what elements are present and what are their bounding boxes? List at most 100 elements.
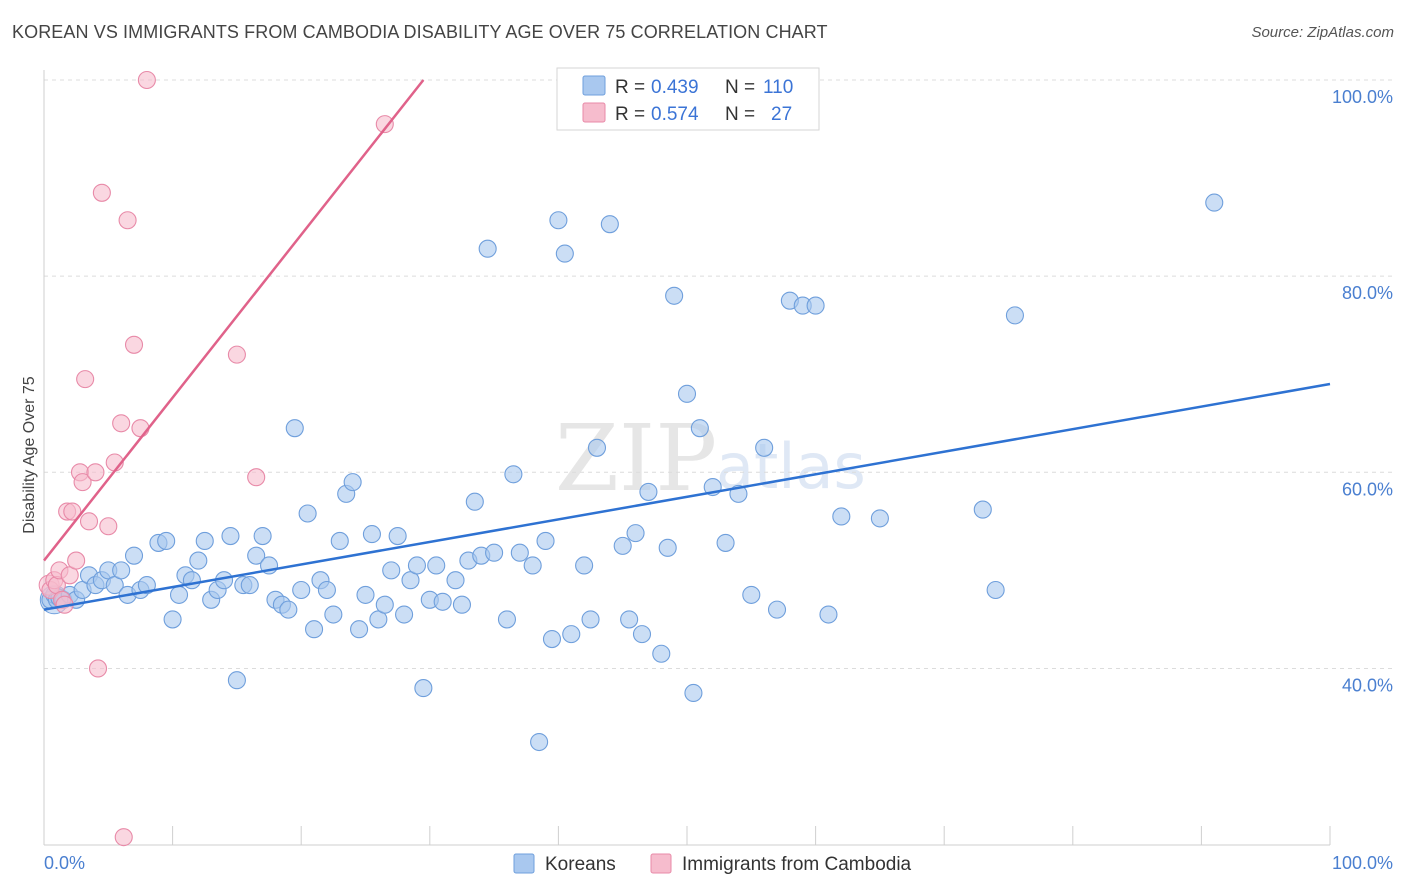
data-point-koreans <box>497 610 517 629</box>
data-point-koreans <box>414 679 433 698</box>
data-point-koreans <box>227 671 246 690</box>
data-point-cambodia <box>76 370 95 389</box>
data-point-koreans <box>452 595 472 614</box>
bottom-legend-swatch-cambodia <box>650 853 672 874</box>
data-point-cambodia <box>131 419 150 438</box>
legend-swatch-koreans <box>582 75 606 96</box>
data-point-cambodia <box>67 551 86 570</box>
data-point-koreans <box>350 620 369 639</box>
data-point-cambodia <box>118 211 137 230</box>
data-point-koreans <box>305 620 324 639</box>
legend-r-label-2: R = <box>615 104 645 125</box>
data-point-cambodia <box>88 659 108 678</box>
data-point-koreans <box>639 482 658 501</box>
y-axis-label: Disability Age Over 75 <box>21 376 38 534</box>
data-point-koreans <box>1005 306 1024 325</box>
data-point-koreans <box>620 610 639 629</box>
data-point-koreans <box>240 576 259 595</box>
data-point-koreans <box>112 561 131 580</box>
data-point-koreans <box>632 625 652 644</box>
data-point-koreans <box>169 585 189 604</box>
x-tick-label-max: 100.0% <box>1332 853 1393 873</box>
data-point-koreans <box>986 580 1005 600</box>
data-point-koreans <box>317 580 336 600</box>
legend-n-value-2: 27 <box>771 104 792 125</box>
data-point-cambodia <box>79 512 99 531</box>
data-point-koreans <box>510 543 529 562</box>
data-point-koreans <box>575 556 594 575</box>
data-point-koreans <box>870 509 889 528</box>
trend-lines <box>43 79 1331 611</box>
data-point-koreans <box>182 571 201 590</box>
source-credit: Source: ZipAtlas.com <box>1251 24 1394 41</box>
data-point-koreans <box>478 239 497 258</box>
data-point-cambodia <box>112 414 131 433</box>
data-point-koreans <box>279 600 298 619</box>
data-point-koreans <box>157 531 176 551</box>
data-point-koreans <box>465 492 484 511</box>
data-point-koreans <box>973 500 992 519</box>
data-point-koreans <box>555 244 574 263</box>
bottom-legend-cambodia: Immigrants from Cambodia <box>682 854 912 875</box>
chart-title: KOREAN VS IMMIGRANTS FROM CAMBODIA DISAB… <box>12 22 828 42</box>
trendline-koreans <box>43 382 1331 611</box>
legend-r-value-2: 0.574 <box>651 104 699 125</box>
data-point-koreans <box>195 531 214 551</box>
data-point-koreans <box>665 286 684 305</box>
data-point-koreans <box>523 556 542 575</box>
data-point-koreans <box>504 465 523 484</box>
data-point-koreans <box>587 438 607 457</box>
data-point-cambodia <box>375 115 394 134</box>
data-point-koreans <box>137 576 156 595</box>
data-point-koreans <box>343 473 362 492</box>
data-point-cambodia <box>99 517 118 536</box>
data-point-koreans <box>562 625 581 644</box>
data-point-koreans <box>221 527 240 546</box>
legend-n-value-1: 110 <box>763 77 793 98</box>
data-point-koreans <box>1205 193 1224 212</box>
data-point-koreans <box>330 531 349 551</box>
data-point-koreans <box>677 384 697 403</box>
data-point-koreans <box>767 600 787 619</box>
y-tick-labels: 40.0% 60.0% 80.0% 100.0% <box>1332 87 1393 695</box>
data-point-koreans <box>536 531 555 551</box>
data-point-koreans <box>433 592 452 611</box>
data-point-koreans <box>356 585 375 604</box>
watermark: ZIP atlas <box>555 405 866 512</box>
data-point-koreans <box>819 605 838 624</box>
data-point-koreans <box>832 507 851 526</box>
y-tick-label: 80.0% <box>1342 283 1393 303</box>
data-point-koreans <box>253 527 272 546</box>
legend-r-value-1: 0.439 <box>651 77 699 98</box>
data-point-koreans <box>285 419 304 438</box>
data-point-koreans <box>388 527 407 546</box>
x-tick-label-min: 0.0% <box>44 853 85 873</box>
data-point-koreans <box>298 504 317 523</box>
legend-n-label-2: N = <box>725 104 755 125</box>
data-point-cambodia <box>247 468 266 487</box>
data-point-koreans <box>530 732 549 752</box>
watermark-zip: ZIP <box>555 405 717 512</box>
data-point-cambodia <box>73 473 92 492</box>
data-point-koreans <box>652 644 671 663</box>
data-point-koreans <box>124 546 144 565</box>
data-point-koreans <box>446 571 465 590</box>
data-point-koreans <box>600 215 619 234</box>
data-point-koreans <box>189 551 208 570</box>
data-point-koreans <box>163 610 182 629</box>
data-point-cambodia <box>63 502 82 521</box>
data-point-koreans <box>542 629 562 649</box>
data-point-koreans <box>382 561 401 580</box>
data-point-koreans <box>626 524 645 543</box>
bottom-legend-swatch-koreans <box>513 853 535 874</box>
y-tick-label: 40.0% <box>1342 675 1393 695</box>
series-cambodia <box>38 70 394 847</box>
data-point-koreans <box>806 296 825 315</box>
y-tick-label: 100.0% <box>1332 87 1393 107</box>
data-point-koreans <box>755 438 774 457</box>
data-point-cambodia <box>227 345 246 364</box>
legend-box: R = 0.439 N = 110 R = 0.574 N = 27 <box>556 67 820 131</box>
bottom-legend-koreans: Koreans <box>545 854 616 875</box>
data-point-koreans <box>247 546 266 565</box>
